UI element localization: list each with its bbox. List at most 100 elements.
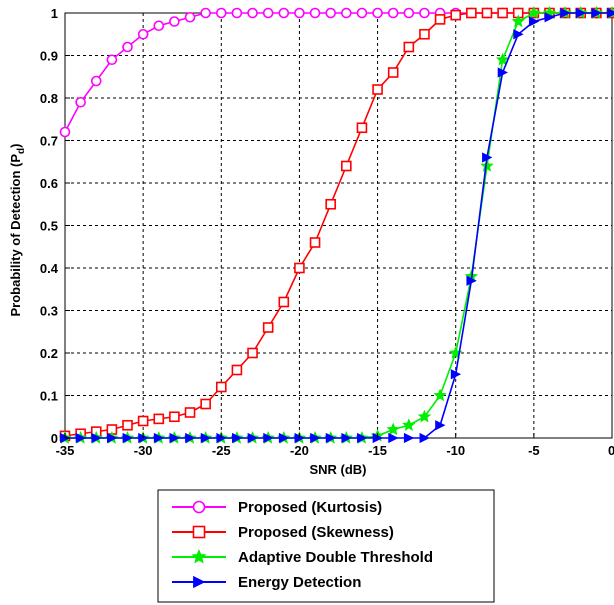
triangle-marker xyxy=(247,432,258,444)
legend-label: Proposed (Kurtosis) xyxy=(238,499,382,516)
circle-marker xyxy=(387,7,399,19)
y-tick-label: 0.2 xyxy=(40,346,58,361)
series-line xyxy=(64,12,612,437)
star-marker xyxy=(386,422,400,436)
y-tick-label: 0 xyxy=(51,431,58,446)
y-tick-label: 0.3 xyxy=(40,304,58,319)
star-marker xyxy=(417,409,432,423)
square-marker xyxy=(356,122,368,134)
legend-label: Adaptive Double Threshold xyxy=(238,549,433,566)
circle-marker xyxy=(192,500,206,514)
legend-item: Proposed (Skewness) xyxy=(172,524,394,541)
triangle-marker xyxy=(91,432,102,444)
x-tick-label: -15 xyxy=(368,443,387,458)
triangle-marker xyxy=(528,16,540,27)
triangle-marker xyxy=(591,7,602,19)
triangle-marker xyxy=(466,275,477,286)
circle-marker xyxy=(247,7,258,19)
triangle-marker xyxy=(497,67,508,78)
circle-marker xyxy=(372,7,383,19)
triangle-marker xyxy=(450,369,462,380)
y-tick-label: 0.8 xyxy=(40,91,58,106)
triangle-marker xyxy=(310,432,321,444)
y-tick-label: 0.5 xyxy=(40,219,58,234)
triangle-marker xyxy=(607,7,614,19)
y-tick-label: 1 xyxy=(51,6,58,21)
x-axis-ticks: -35 -30 -25 -20 -15 -10 -5 0 xyxy=(56,433,614,458)
triangle-marker xyxy=(278,432,290,444)
circle-marker xyxy=(403,7,415,19)
y-tick-label: 0.9 xyxy=(40,49,58,64)
triangle-marker xyxy=(106,432,118,444)
square-marker xyxy=(247,347,258,359)
star-marker xyxy=(402,418,416,431)
legend-box xyxy=(157,489,495,603)
square-marker xyxy=(192,525,206,539)
legend-item: Proposed (Kurtosis) xyxy=(172,499,382,516)
star-marker xyxy=(495,52,510,66)
circle-marker xyxy=(356,7,368,19)
square-marker xyxy=(419,28,430,40)
star-marker xyxy=(527,5,541,19)
triangle-marker xyxy=(232,432,243,444)
square-marker xyxy=(122,419,133,431)
circle-marker xyxy=(262,7,274,19)
square-marker xyxy=(497,7,508,19)
square-marker xyxy=(325,198,336,210)
y-tick-label: 0.6 xyxy=(40,176,58,191)
legend-label: Proposed (Skewness) xyxy=(238,524,394,541)
circle-marker xyxy=(200,7,211,19)
square-marker xyxy=(309,237,321,248)
series-energy-detection xyxy=(60,7,614,444)
circle-marker xyxy=(59,126,71,138)
x-tick-label: -25 xyxy=(212,443,231,458)
triangle-marker xyxy=(325,432,337,444)
circle-marker xyxy=(169,16,180,27)
circle-marker xyxy=(231,7,243,19)
square-marker xyxy=(278,296,290,308)
legend-item: Energy Detection xyxy=(172,574,361,591)
circle-marker xyxy=(122,41,133,53)
triangle-marker xyxy=(513,29,524,40)
square-marker xyxy=(341,160,352,172)
x-tick-label: -30 xyxy=(134,443,153,458)
y-tick-label: 0.1 xyxy=(40,389,58,404)
circle-marker xyxy=(419,7,430,19)
triangle-marker xyxy=(185,432,196,444)
circle-marker xyxy=(294,7,305,19)
circle-marker xyxy=(309,7,321,19)
star-marker xyxy=(480,158,494,172)
x-tick-label: -10 xyxy=(446,443,465,458)
star-marker xyxy=(433,388,447,402)
star-marker xyxy=(511,14,525,28)
triangle-marker xyxy=(482,152,493,163)
circle-marker xyxy=(153,20,165,32)
triangle-marker xyxy=(153,432,165,444)
circle-marker xyxy=(341,7,352,19)
triangle-marker xyxy=(357,432,368,444)
circle-marker xyxy=(75,96,86,108)
square-marker xyxy=(387,67,399,78)
triangle-marker xyxy=(419,432,430,444)
square-marker xyxy=(137,415,149,427)
square-marker xyxy=(169,411,180,423)
triangle-marker xyxy=(544,12,555,23)
triangle-marker xyxy=(403,432,415,444)
legend-item: Adaptive Double Threshold xyxy=(172,548,433,566)
circle-marker xyxy=(106,54,118,66)
triangle-marker xyxy=(341,432,352,444)
x-tick-label: 0 xyxy=(608,443,614,458)
y-axis-label-close: ) xyxy=(8,144,23,148)
triangle-marker xyxy=(435,420,446,431)
square-marker xyxy=(372,84,383,95)
square-marker xyxy=(153,413,165,425)
circle-marker xyxy=(137,28,149,40)
x-tick-label: -20 xyxy=(290,443,309,458)
y-axis-label: Probability of Detection (Pd) xyxy=(8,144,27,317)
series-layer xyxy=(58,5,614,444)
square-marker xyxy=(231,364,243,376)
circle-marker xyxy=(325,7,336,19)
triangle-marker xyxy=(169,432,180,444)
square-marker xyxy=(403,41,415,53)
x-axis-label: SNR (dB) xyxy=(309,462,366,477)
